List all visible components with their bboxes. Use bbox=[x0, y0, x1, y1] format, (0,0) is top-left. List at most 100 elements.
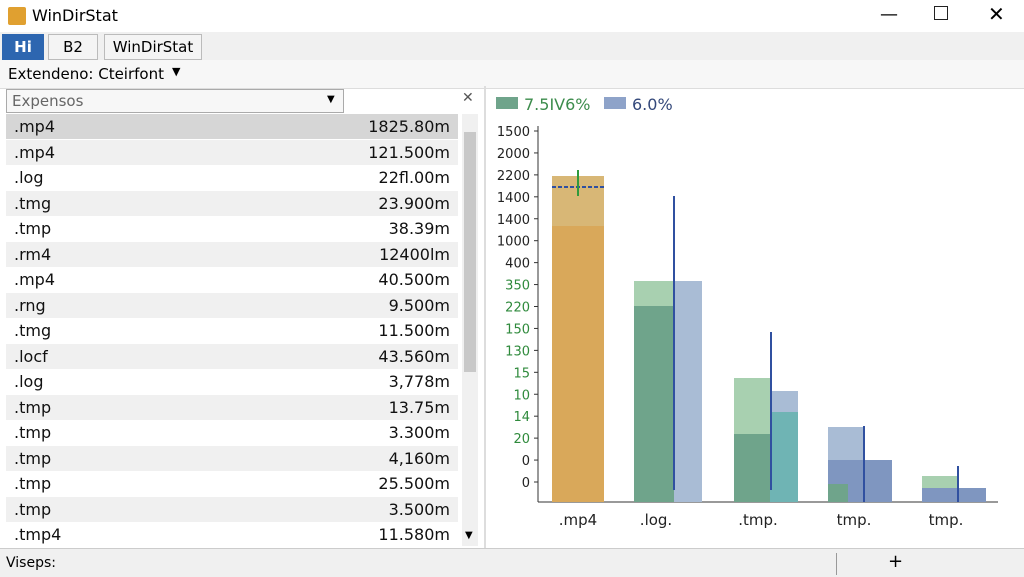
bar bbox=[552, 176, 604, 502]
splitter bbox=[484, 86, 486, 548]
legend-swatch bbox=[604, 97, 626, 109]
scroll-down[interactable]: ▼ bbox=[465, 530, 473, 541]
size: 3.300m bbox=[388, 423, 450, 442]
extension: .mp4 bbox=[14, 117, 56, 136]
extension: .tmp bbox=[14, 474, 52, 493]
scroll-thumb[interactable] bbox=[464, 132, 476, 372]
extension: .tmg bbox=[14, 193, 52, 213]
extension: .log bbox=[14, 168, 44, 187]
extension: .tmp bbox=[14, 219, 52, 238]
bar bbox=[674, 281, 702, 502]
app-icon bbox=[8, 7, 26, 25]
close[interactable]: ✕ bbox=[988, 2, 1005, 26]
y-tick-label: 350 bbox=[505, 279, 530, 294]
x-tick-label: .log. bbox=[640, 511, 672, 529]
extension: .tmp4 bbox=[14, 525, 62, 544]
extension: .mp4 bbox=[14, 270, 56, 289]
y-tick-label: 150 bbox=[505, 322, 530, 337]
size: 25.500m bbox=[378, 474, 450, 493]
size: 13.75m bbox=[388, 397, 450, 417]
extension: .tmp bbox=[14, 397, 52, 417]
bar bbox=[770, 412, 798, 502]
size: 11.580m bbox=[378, 525, 450, 544]
extension: .tmp bbox=[14, 448, 52, 468]
list-row[interactable]: .tmp 38.39m bbox=[6, 216, 458, 241]
extension: .rng bbox=[14, 295, 46, 315]
toolbar-button[interactable]: WinDirStat bbox=[104, 34, 202, 60]
status-divider bbox=[836, 553, 837, 575]
y-tick-label: 15 bbox=[513, 366, 530, 381]
list-row[interactable]: .locf 43.560m bbox=[6, 343, 458, 369]
list-header[interactable]: Expensos ▼ bbox=[6, 89, 344, 113]
x-tick-label: tmp. bbox=[837, 511, 872, 529]
bar bbox=[734, 434, 770, 502]
legend-swatch bbox=[496, 97, 518, 109]
minimize[interactable]: — bbox=[880, 4, 898, 25]
extension: .locf bbox=[14, 346, 48, 366]
list-row[interactable]: .tmg 23.900m bbox=[6, 190, 458, 216]
legend-label: 6.0% bbox=[632, 95, 673, 114]
scrollbar[interactable]: ▼ bbox=[462, 114, 478, 546]
y-tick-label: 2000 bbox=[497, 147, 530, 162]
list-row[interactable]: .mp4 40.500m bbox=[6, 267, 458, 292]
y-tick-label: 10 bbox=[513, 388, 530, 403]
list-header-text: Expensos bbox=[12, 92, 84, 110]
x-tick-label: .tmp. bbox=[738, 511, 778, 529]
y-tick-label: 220 bbox=[505, 301, 530, 316]
y-ticks: 1500200022001400140010004003502201501301… bbox=[497, 125, 538, 491]
y-tick-label: 2200 bbox=[497, 169, 530, 184]
bar bbox=[922, 488, 986, 502]
list-row[interactable]: .mp4 1825.80m bbox=[6, 114, 458, 139]
bar bbox=[634, 281, 674, 502]
extension: .mp4 bbox=[14, 142, 56, 162]
status-bar: Viseps: + bbox=[0, 548, 1024, 577]
maximize[interactable] bbox=[934, 6, 948, 20]
list-row[interactable]: .mp4 121.500m bbox=[6, 139, 458, 165]
size: 43.560m bbox=[378, 346, 450, 366]
size: 4,160m bbox=[388, 448, 450, 468]
list-row[interactable]: .log 3,778m bbox=[6, 369, 458, 394]
y-tick-label: 130 bbox=[505, 344, 530, 359]
zoom-in[interactable]: + bbox=[888, 551, 904, 572]
filter-bar: Extendeno: Cteirfont ▼ bbox=[0, 60, 1024, 89]
toolbar-button[interactable]: B2 bbox=[48, 34, 98, 60]
y-tick-label: 1000 bbox=[497, 235, 530, 250]
y-tick-label: 1500 bbox=[497, 125, 530, 140]
bar bbox=[828, 484, 848, 502]
dropdown-arrow: ▼ bbox=[172, 65, 181, 78]
size: 121.500m bbox=[368, 142, 450, 162]
extension: .tmg bbox=[14, 321, 52, 340]
size: 23.900m bbox=[378, 193, 450, 213]
extension: .rm4 bbox=[14, 244, 52, 264]
size: 40.500m bbox=[378, 270, 450, 289]
list-row[interactable]: .tmp 4,160m bbox=[6, 445, 458, 471]
list-row[interactable]: .tmp 25.500m bbox=[6, 471, 458, 496]
size: 12400lm bbox=[379, 244, 450, 264]
list-row[interactable]: .tmp 13.75m bbox=[6, 394, 458, 420]
list-row[interactable]: .tmp 3.500m bbox=[6, 496, 458, 522]
bars bbox=[552, 170, 986, 502]
bar bbox=[634, 281, 674, 306]
list-row[interactable]: .log 22fl.00m bbox=[6, 165, 458, 190]
filter-label[interactable]: Extendeno: Cteirfont bbox=[8, 65, 164, 83]
list-row[interactable]: .rm4 12400lm bbox=[6, 241, 458, 267]
list-row[interactable]: .rng 9.500m bbox=[6, 292, 458, 318]
toolbar-button[interactable]: Hi bbox=[2, 34, 44, 60]
size: 11.500m bbox=[378, 321, 450, 340]
size: 3,778m bbox=[388, 372, 450, 391]
y-tick-label: 14 bbox=[513, 410, 530, 425]
legend-label: 7.5IV6% bbox=[524, 95, 591, 114]
list-row[interactable]: .tmg 11.500m bbox=[6, 318, 458, 343]
extension: .tmp bbox=[14, 423, 52, 442]
chart: 7.5IV6% 6.0% 150020002200140014001000400… bbox=[496, 95, 998, 529]
list-row[interactable]: .tmp4 11.580m bbox=[6, 522, 458, 547]
y-tick-label: 20 bbox=[513, 432, 530, 447]
size: 3.500m bbox=[388, 499, 450, 519]
close-pane[interactable]: ✕ bbox=[462, 90, 474, 106]
list-row[interactable]: .tmp 3.300m bbox=[6, 420, 458, 445]
y-tick-label: 0 bbox=[522, 476, 530, 491]
y-tick-label: 0 bbox=[522, 454, 530, 469]
window-title: WinDirStat bbox=[32, 6, 118, 25]
status-text: Viseps: bbox=[6, 555, 56, 571]
